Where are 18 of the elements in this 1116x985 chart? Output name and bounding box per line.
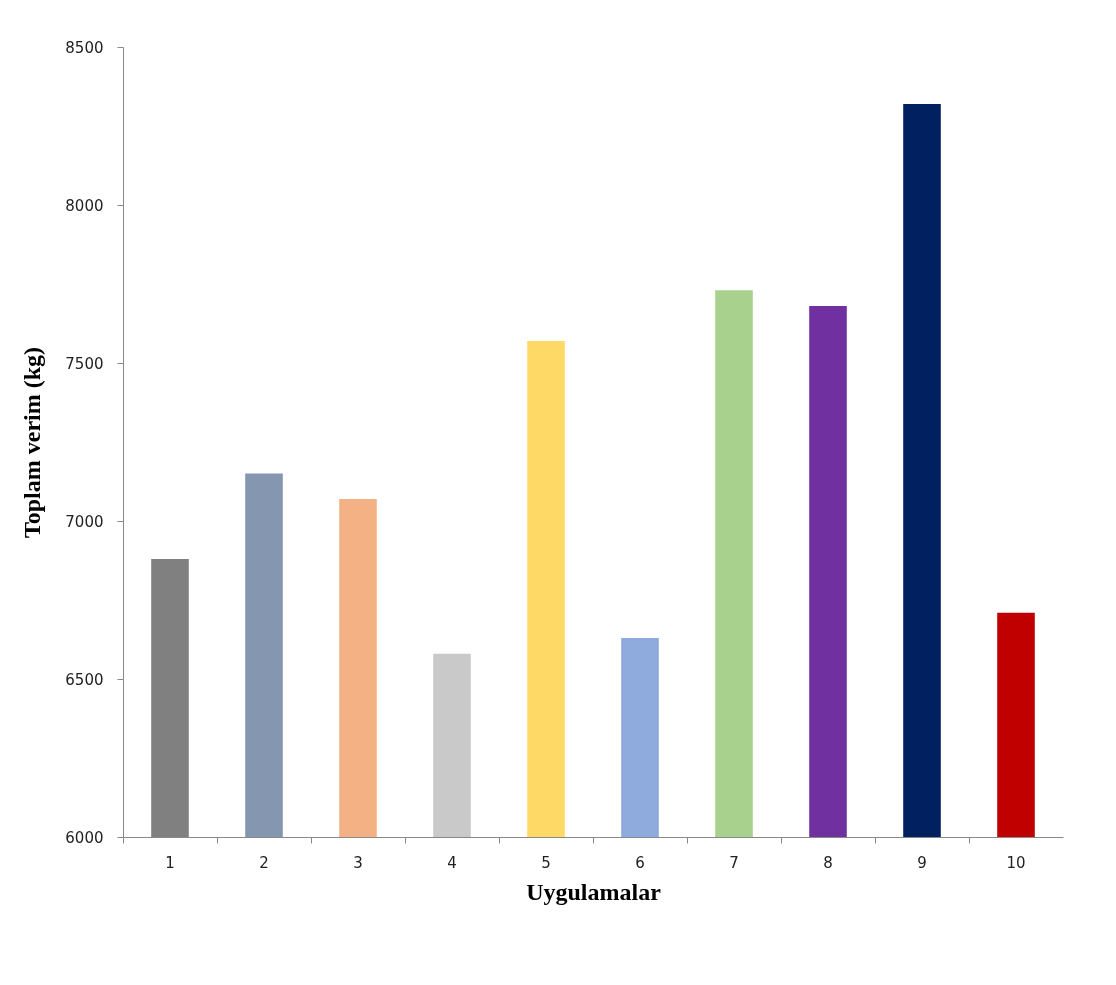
- y-tick-label: 7000: [65, 512, 104, 531]
- x-tick-label: 2: [259, 853, 269, 872]
- x-tick-label: 10: [1006, 853, 1026, 872]
- x-tick-label: 1: [165, 853, 175, 872]
- x-tick-label: 6: [635, 853, 645, 872]
- y-tick-label: 6500: [65, 670, 104, 689]
- x-tick-label: 5: [541, 853, 551, 872]
- x-tick-label: 4: [447, 853, 457, 872]
- y-tick-label: 7500: [65, 354, 104, 373]
- y-tick-label: 8500: [65, 38, 104, 57]
- x-tick-label: 7: [729, 853, 739, 872]
- y-axis-title: Toplam verim (kg): [19, 346, 46, 539]
- x-tick-label: 9: [917, 853, 927, 872]
- y-tick-label: 6000: [65, 828, 104, 847]
- x-tick-label: 8: [823, 853, 833, 872]
- x-axis-title: Uygulamalar: [526, 878, 662, 905]
- y-tick-label: 8000: [65, 196, 104, 215]
- x-tick-label: 3: [353, 853, 363, 872]
